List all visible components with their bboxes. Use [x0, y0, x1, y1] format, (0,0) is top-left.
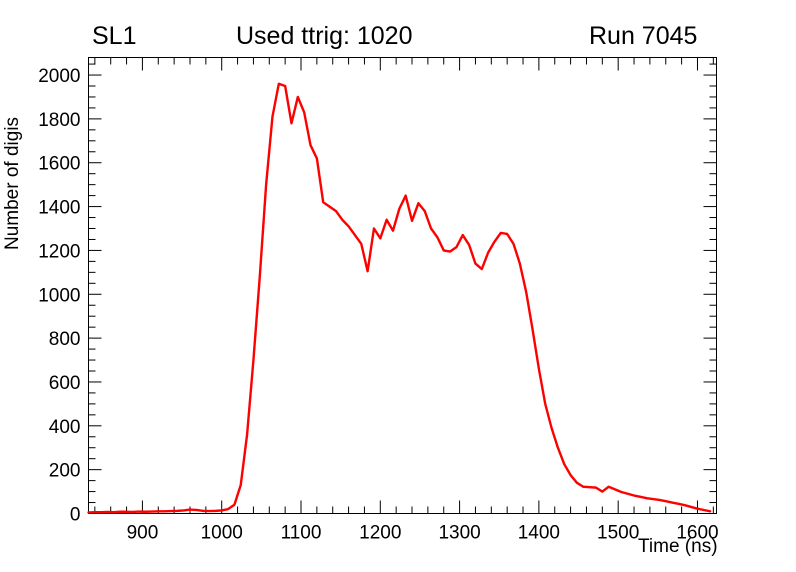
svg-text:800: 800 [49, 329, 81, 350]
svg-text:900: 900 [127, 523, 159, 544]
panel-title-center: Used ttrig: 1020 [236, 22, 413, 50]
svg-text:1600: 1600 [38, 154, 80, 175]
svg-text:600: 600 [49, 373, 81, 394]
y-axis-ticks [88, 74, 717, 514]
y-tick-labels: 0 200 400 600 800 1000 1200 1400 1600 1800 2000 [38, 66, 80, 525]
svg-text:1400: 1400 [38, 198, 80, 219]
svg-text:1400: 1400 [518, 523, 560, 544]
svg-text:1500: 1500 [597, 523, 639, 544]
svg-text:1100: 1100 [281, 523, 322, 544]
svg-text:1800: 1800 [38, 110, 80, 131]
x-axis-ticks [141, 57, 698, 514]
svg-text:200: 200 [49, 461, 81, 482]
x-axis-title: Time (ns) [638, 536, 718, 557]
digis-histogram-line [87, 82, 712, 514]
x-minor-ticks [94, 57, 714, 514]
plot-frame [88, 57, 717, 514]
y-minor-ticks [88, 63, 717, 504]
svg-text:1200: 1200 [359, 523, 401, 544]
svg-text:0: 0 [70, 505, 81, 526]
svg-text:1300: 1300 [438, 523, 480, 544]
panel-title-left: SL1 [92, 22, 137, 50]
svg-text:1000: 1000 [38, 285, 80, 306]
svg-text:400: 400 [49, 417, 81, 438]
svg-text:1200: 1200 [38, 241, 80, 262]
panel-title-right: Run 7045 [589, 22, 698, 50]
svg-text:1600: 1600 [676, 523, 718, 544]
x-tick-labels: 900 1000 1100 1200 1300 1400 1500 1600 [127, 523, 719, 544]
svg-text:2000: 2000 [38, 66, 80, 87]
svg-text:1000: 1000 [201, 523, 243, 544]
